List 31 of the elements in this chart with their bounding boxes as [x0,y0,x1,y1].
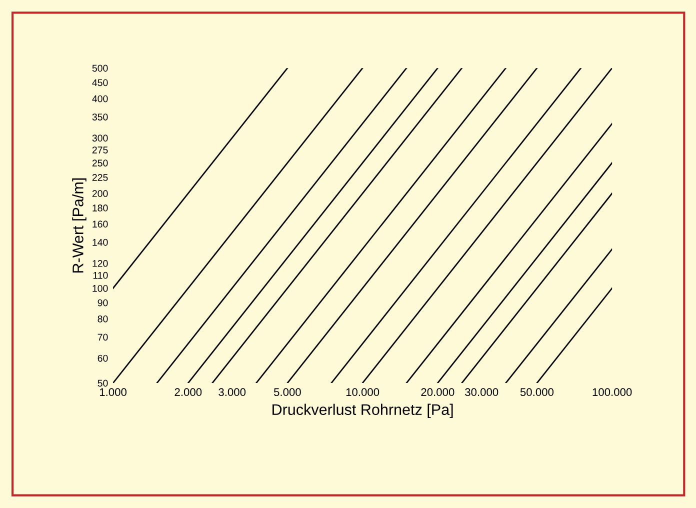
y-tick-label: 60 [98,354,108,362]
y-tick-label: 120 [92,260,108,267]
y-tick-label: 140 [92,238,108,246]
x-tick-label: 5.000 [274,388,301,396]
y-tick-label: 180 [92,204,108,212]
y-tick-label: 100 [92,284,108,292]
y-tick-label: 275 [92,146,108,154]
y-tick-label: 110 [93,272,108,279]
x-tick-label: 3.000 [218,388,246,396]
x-tick-label: 30.000 [465,388,498,396]
y-tick-label: 250 [92,160,108,167]
y-axis-title: R-Wert [Pa/m] [72,178,86,273]
y-tick-label: 70 [98,334,108,341]
y-tick-label: 450 [92,79,108,86]
y-tick-label: 300 [92,134,108,142]
x-tick-label: 100.000 [592,388,632,396]
x-tick-label: 20.000 [421,388,454,396]
y-tick-label: 50 [98,380,108,387]
x-tick-label: 50.000 [520,388,554,396]
y-tick-label: 400 [92,95,108,102]
y-tick-label: 200 [92,190,108,198]
y-tick-label: 160 [92,220,108,228]
y-tick-label: 80 [98,315,108,322]
x-axis-title: Druckverlust Rohrnetz [Pa] [272,404,453,418]
y-tick-label: 350 [92,114,108,120]
x-tick-label: 2.000 [174,388,202,396]
y-tick-label: 90 [98,299,108,306]
y-tick-label: 500 [92,64,108,72]
x-tick-label: 1.000 [100,388,126,396]
x-tick-label: 10.000 [346,388,380,396]
y-tick-label: 225 [92,174,108,181]
